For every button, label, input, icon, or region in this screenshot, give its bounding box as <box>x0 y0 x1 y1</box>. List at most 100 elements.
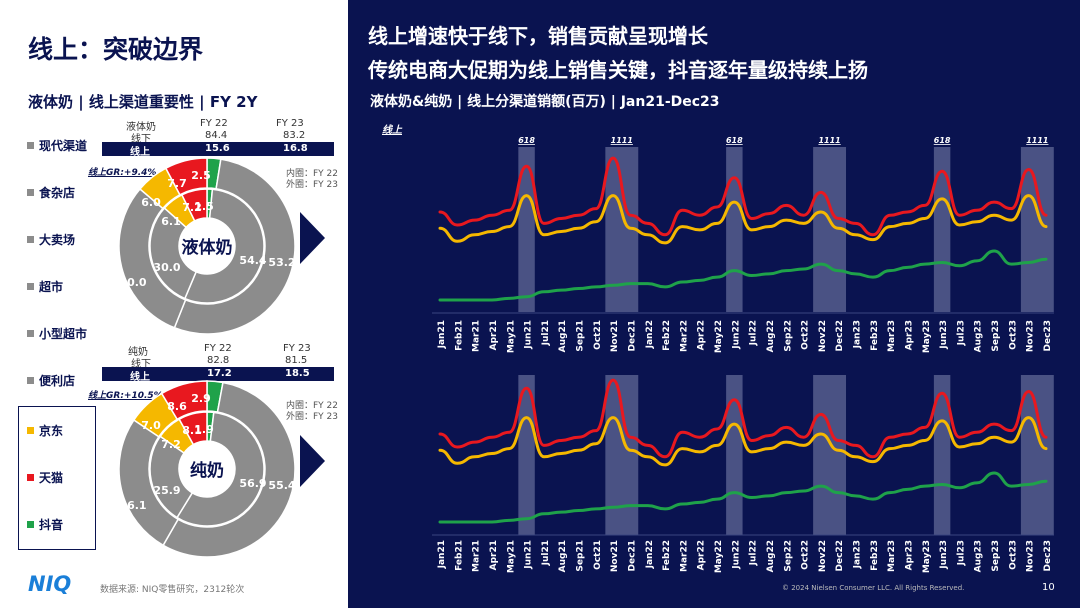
legend-item: 京东 <box>27 422 63 439</box>
arrow-icon <box>300 435 325 487</box>
x-tick-label: May23 <box>922 320 932 353</box>
x-tick-label: Mar21 <box>472 320 482 352</box>
legend-item: 超市 <box>27 278 63 295</box>
x-tick-label: Jan23 <box>853 540 863 569</box>
donut-value-label: 54.4 <box>239 254 266 267</box>
x-tick-label: Oct22 <box>801 320 811 350</box>
promo-label: 618 <box>726 136 743 145</box>
legend-swatch <box>27 330 34 337</box>
x-tick-label: Jun23 <box>939 540 949 570</box>
x-tick-label: Mar23 <box>887 320 897 352</box>
donut1-offline-23: 83.2 <box>283 130 306 141</box>
legend-swatch <box>27 427 34 434</box>
online-label: 线上 <box>382 125 402 136</box>
x-tick-label: Jan23 <box>853 320 863 349</box>
page-number: 10 <box>1042 582 1055 593</box>
x-tick-label: May21 <box>506 540 516 573</box>
legend-swatch <box>27 189 34 196</box>
promo-highlight-band <box>1020 375 1054 535</box>
donut-segment-gray_big <box>176 411 265 527</box>
donut-segment-tm <box>178 411 208 446</box>
donut2-note-outer: 外圈：FY 23 <box>286 412 338 422</box>
donut-value-label: 7.2 <box>182 201 202 214</box>
x-tick-label: May22 <box>714 540 724 573</box>
donut-value-label: 1.5 <box>194 200 214 213</box>
donut1-note-inner: 内圈：FY 22 <box>286 169 338 179</box>
donut-value-label: 26.1 <box>119 499 146 512</box>
legend-item: 食杂店 <box>27 184 75 201</box>
donut-segment-gray_big <box>183 188 265 304</box>
legend-label: 大卖场 <box>39 233 76 247</box>
donut-value-label: 6.1 <box>161 215 181 228</box>
copyright: © 2024 Nielsen Consumer LLC. All Rights … <box>782 584 965 592</box>
donut1-growth-rate: 线上GR:+9.4% <box>88 168 157 178</box>
x-tick-label: May23 <box>922 540 932 573</box>
x-tick-label: Oct22 <box>801 540 811 570</box>
x-tick-label: Sep21 <box>576 540 586 572</box>
legend-item: 抖音 <box>27 516 63 533</box>
headline-1: 线上增速快于线下，销售贡献呈现增长 <box>368 24 708 48</box>
legend-label: 现代渠道 <box>39 139 88 153</box>
donut1-online-label: 线上 <box>130 147 150 158</box>
promo-highlight-band <box>605 375 639 535</box>
donut-pure-milk: 纯奶 7.0 8.6 2.9 7.28.11.9 56.9 55.4 25.9 26.1 <box>118 380 296 558</box>
x-tick-label: Mar22 <box>679 540 689 572</box>
donut-value-label: 7.0 <box>141 419 161 432</box>
x-tick-label: Aug23 <box>974 320 984 352</box>
x-tick-label: Aug22 <box>766 540 776 572</box>
niq-logo: NIQ <box>28 572 72 596</box>
source-note: 数据来源: NIQ零售研究，2312轮次 <box>100 585 245 595</box>
x-tick-label: Nov23 <box>1026 320 1036 352</box>
x-tick-label: Apr23 <box>904 540 914 570</box>
online-legend-box <box>18 406 96 550</box>
donut2-offline-22: 82.8 <box>207 355 230 366</box>
x-tick-label: Jun22 <box>731 540 741 570</box>
legend-swatch <box>27 142 34 149</box>
x-tick-label: Sep23 <box>991 540 1001 572</box>
promo-highlight-band <box>518 375 535 535</box>
promo-highlight-band <box>726 147 743 312</box>
x-tick-label: Mar22 <box>679 320 689 352</box>
legend-item: 小型超市 <box>27 325 87 342</box>
x-tick-label: Jul22 <box>749 540 759 566</box>
x-tick-label: Aug22 <box>766 320 776 352</box>
x-tick-label: Apr21 <box>489 540 499 570</box>
donut-value-label: 2.5 <box>191 169 211 182</box>
legend-label: 京东 <box>39 424 64 438</box>
donut-hole <box>180 219 234 273</box>
legend-label: 抖音 <box>39 518 64 532</box>
x-tick-label: May21 <box>506 320 516 353</box>
donut1-note-outer: 外圈：FY 23 <box>286 180 338 190</box>
x-tick-label: Feb23 <box>870 320 880 351</box>
x-tick-label: Apr22 <box>697 540 707 570</box>
promo-label: 618 <box>934 136 951 145</box>
x-tick-label: Jun21 <box>524 320 534 350</box>
legend-label: 超市 <box>39 280 64 294</box>
x-tick-label: Apr21 <box>489 320 499 350</box>
x-tick-label: Oct23 <box>1008 320 1018 350</box>
donut1-header-fy23: FY 23 <box>276 118 304 129</box>
legend-item: 大卖场 <box>27 231 75 248</box>
donut2-offline-23: 81.5 <box>285 355 308 366</box>
x-tick-label: Feb23 <box>870 540 880 571</box>
left-subtitle: 液体奶 | 线上渠道重要性 | FY 2Y <box>28 93 258 111</box>
x-tick-label: Sep23 <box>991 320 1001 352</box>
x-tick-label: May22 <box>714 320 724 353</box>
legend-label: 食杂店 <box>39 186 76 200</box>
promo-label: 1111 <box>611 136 633 145</box>
headline-2: 传统电商大促期为线上销售关键，抖音逐年量级持续上扬 <box>368 58 868 82</box>
donut2-header-fy23: FY 23 <box>283 343 311 354</box>
donut-value-label: 6.0 <box>141 196 161 209</box>
donut-segment-gray_small <box>149 206 198 300</box>
donut1-offline-label: 线下 <box>131 134 151 145</box>
donut-value-label: 25.9 <box>153 484 180 497</box>
x-tick-label: Sep21 <box>576 320 586 352</box>
donut-value-label: 1.9 <box>194 423 214 436</box>
x-tick-label: Jul23 <box>956 540 966 566</box>
x-tick-label: Apr22 <box>697 320 707 350</box>
donut-center-label: 纯奶 <box>190 460 224 481</box>
series-line <box>438 194 1048 245</box>
donut-value-label: 8.1 <box>182 424 202 437</box>
series-line <box>438 416 1048 467</box>
